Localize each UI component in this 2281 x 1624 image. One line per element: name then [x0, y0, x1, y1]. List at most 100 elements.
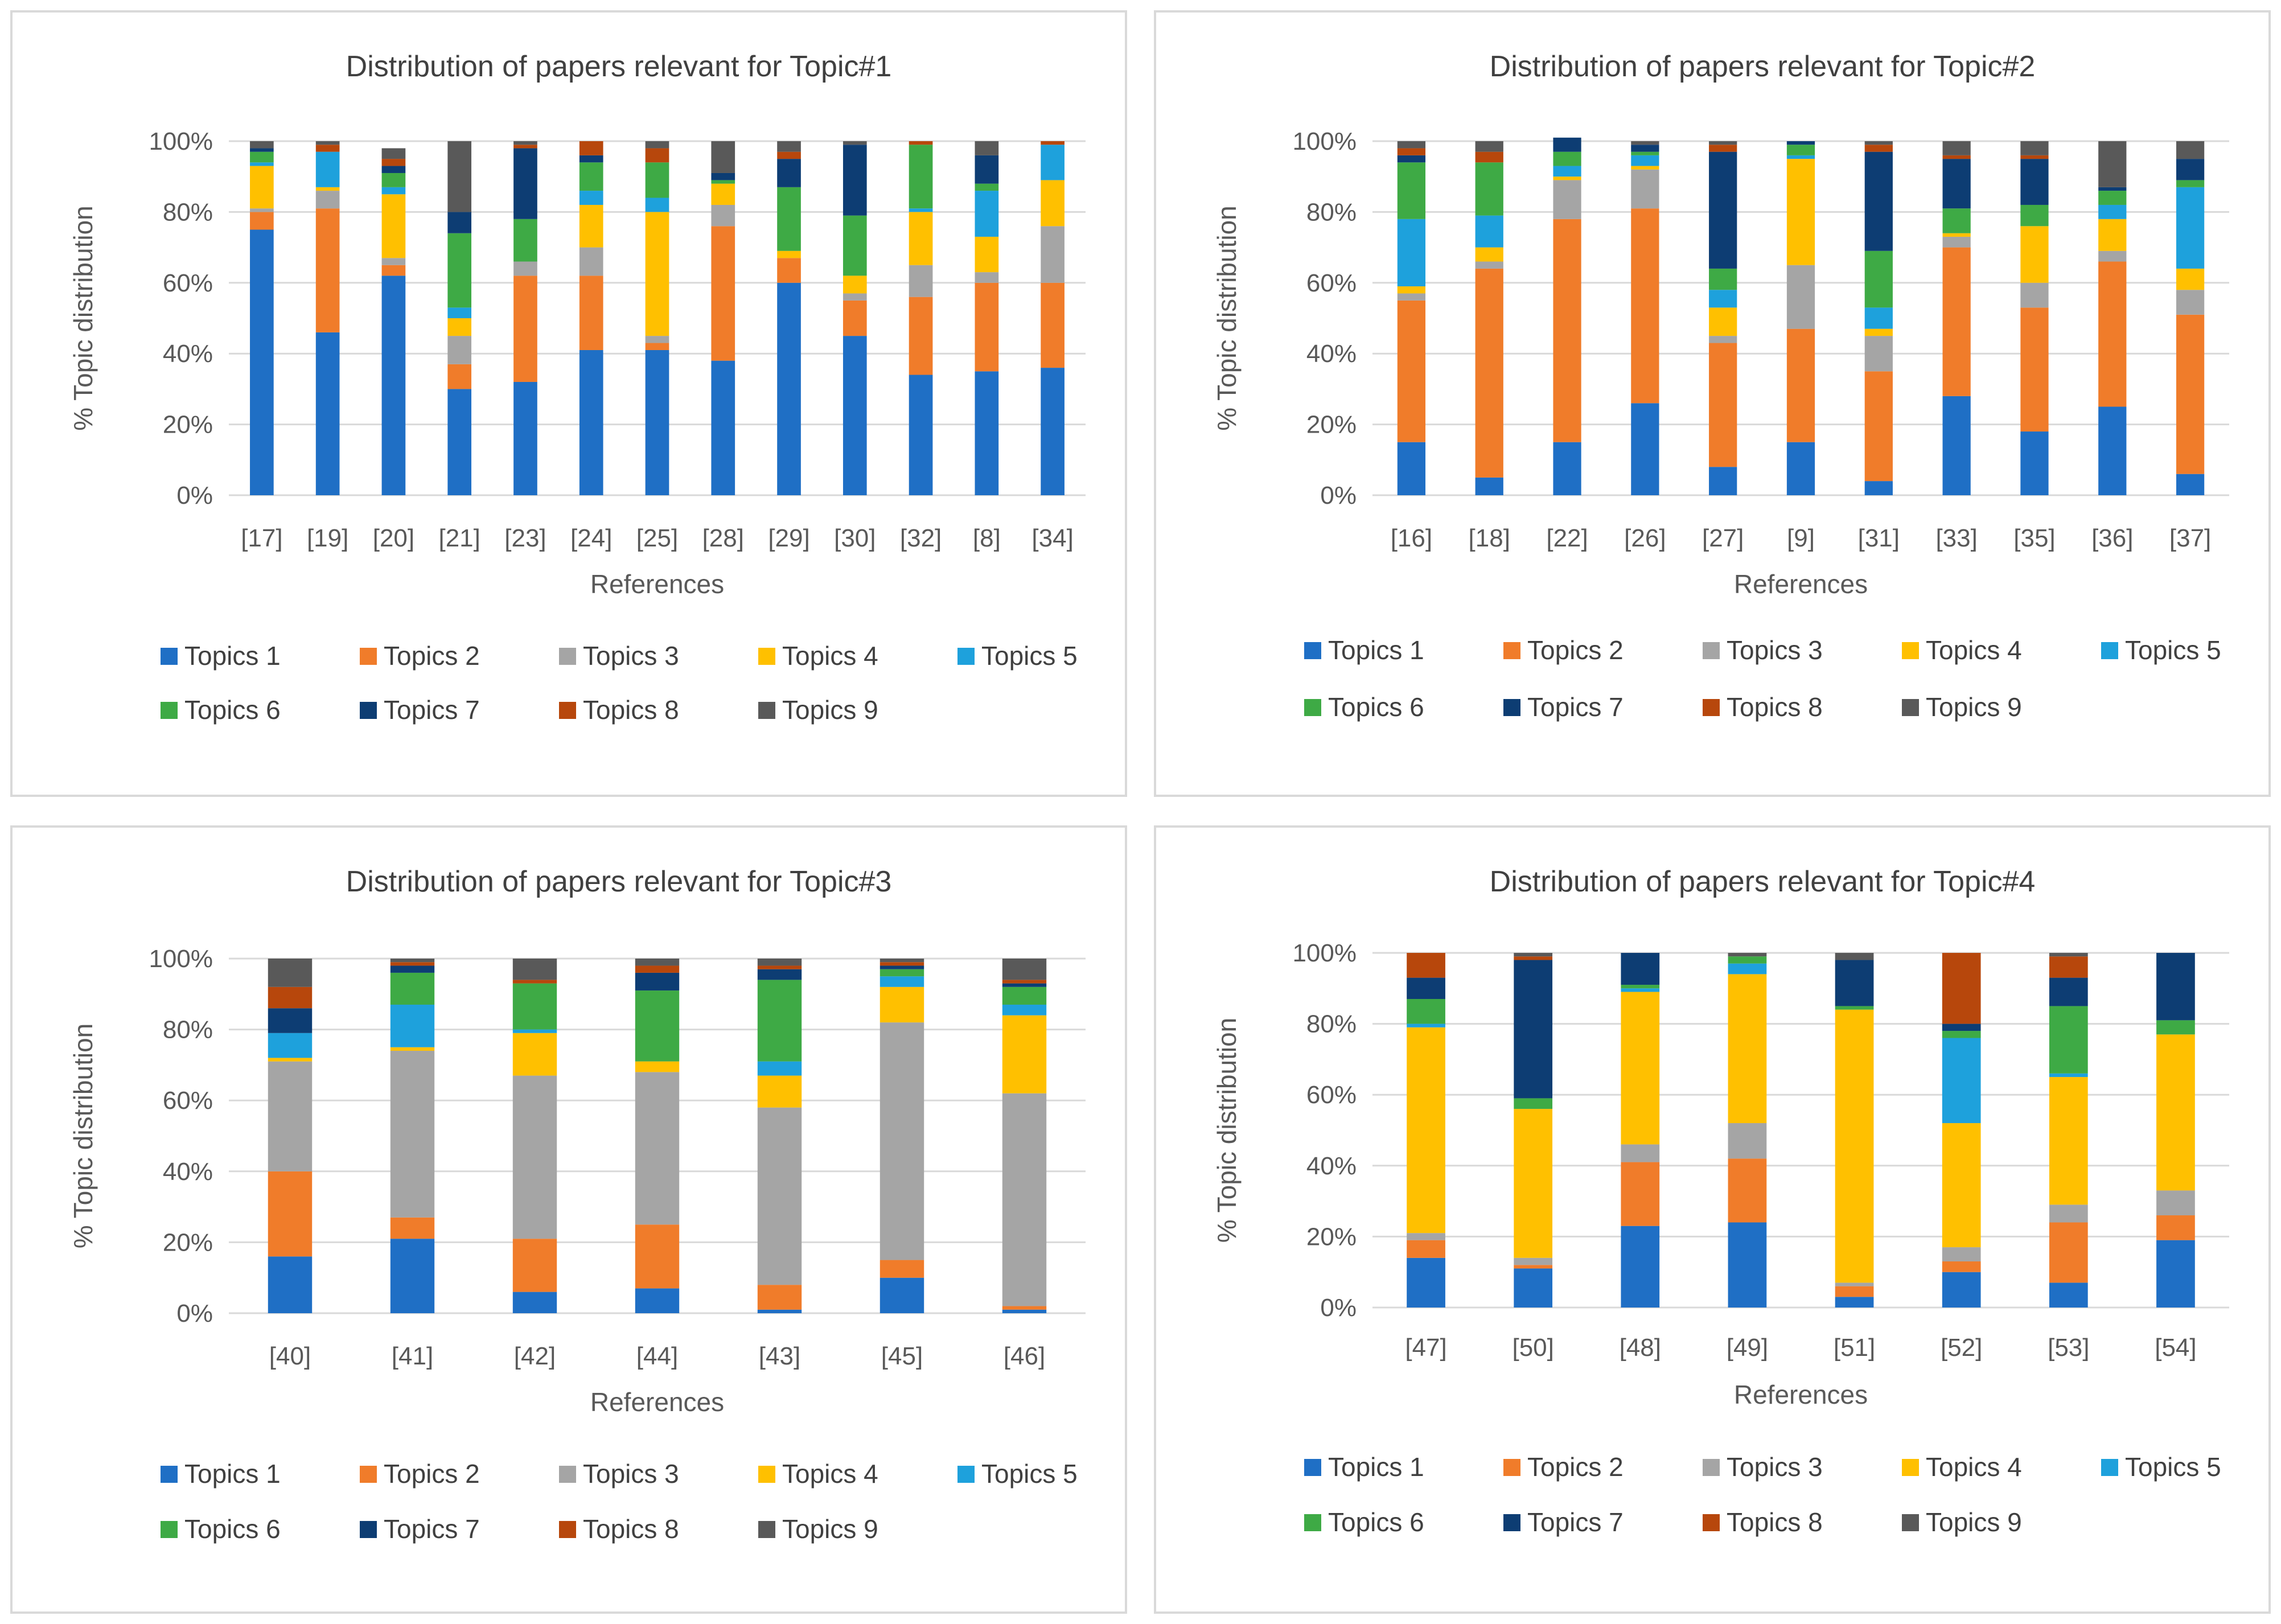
chart-title: Distribution of papers relevant for Topi… [346, 865, 892, 898]
x-tick-label: [41] [392, 1342, 433, 1370]
bar-segment-2 [1942, 1261, 1981, 1272]
bar-segment-2 [1397, 300, 1426, 442]
bar-segment-7 [1709, 151, 1737, 269]
bar-segment-8 [1002, 980, 1047, 984]
bar-segment-4 [1475, 247, 1503, 262]
bar-segment-1 [635, 1288, 680, 1313]
legend-swatch [957, 1466, 975, 1483]
bar-segment-7 [1786, 141, 1815, 145]
bar-segment-8 [1041, 141, 1065, 145]
bar-segment-1 [447, 389, 472, 495]
bar-segment-3 [1041, 226, 1065, 283]
bar-segment-6 [2020, 204, 2049, 227]
bar-segment-5 [2098, 204, 2127, 219]
bar-segment-4 [1397, 286, 1426, 294]
bar-segment-9 [1942, 141, 1971, 155]
bar-segment-5 [268, 1033, 313, 1058]
bar-segment-9 [777, 141, 801, 152]
bar-segment-5 [1553, 166, 1581, 177]
legend-label: Topics 9 [782, 1514, 878, 1544]
legend-label: Topics 4 [1926, 635, 2022, 665]
bar-segment-7 [1002, 983, 1047, 987]
bar-segment-7 [1621, 953, 1660, 985]
legend-swatch [1902, 1514, 1919, 1531]
bar-segment-2 [711, 226, 735, 361]
bar-segment-3 [1621, 1144, 1660, 1162]
bar-segment-6 [1835, 1006, 1874, 1010]
bar-segment-1 [1407, 1257, 1445, 1308]
legend-label: Topics 5 [2125, 1452, 2221, 1482]
bar-segment-3 [381, 258, 406, 265]
bar-segment-6 [645, 162, 669, 198]
legend-swatch [559, 1521, 576, 1538]
legend-swatch [161, 702, 178, 719]
legend-label: Topics 9 [782, 695, 878, 725]
bar-segment-3 [512, 1075, 557, 1239]
bar-segment-7 [513, 148, 537, 219]
bar-segment-9 [2176, 141, 2205, 159]
bar-segment-6 [513, 219, 537, 262]
bar-segment-6 [879, 969, 924, 977]
bar-segment-2 [777, 258, 801, 283]
y-tick-label: 80% [1306, 198, 1357, 226]
bar-segment-2 [879, 1260, 924, 1278]
bar-segment-7 [381, 166, 406, 173]
bar-segment-3 [2098, 250, 2127, 262]
bar-segment-7 [268, 1008, 313, 1033]
x-tick-label: [37] [2169, 524, 2211, 552]
bar-segment-1 [1728, 1222, 1767, 1308]
bar-segment-3 [1942, 1247, 1981, 1262]
bar-segment-2 [1475, 268, 1503, 478]
legend-swatch [161, 648, 178, 665]
bar-segment-1 [1786, 442, 1815, 495]
bar-segment-5 [757, 1061, 802, 1076]
y-tick-label: 60% [163, 269, 213, 297]
bar-segment-4 [1407, 1027, 1445, 1234]
legend-swatch [2101, 1459, 2118, 1476]
bar-segment-2 [2176, 314, 2205, 474]
x-tick-label: [48] [1620, 1334, 1661, 1362]
bar-segment-9 [711, 141, 735, 173]
bar-segment-2 [1621, 1162, 1660, 1226]
bar-segment-5 [250, 162, 274, 166]
bar-segment-5 [447, 307, 472, 318]
legend-label: Topics 8 [1727, 692, 1823, 722]
y-axis-label: % Topic distribution [1212, 205, 1242, 430]
x-tick-label: [29] [768, 524, 809, 552]
bar-segment-9 [447, 141, 472, 212]
bar-segment-1 [757, 1309, 802, 1313]
bar-segment-3 [2156, 1190, 2195, 1216]
bar-segment-5 [2176, 187, 2205, 269]
legend-swatch [1304, 1514, 1321, 1531]
y-tick-label: 100% [1292, 128, 1357, 155]
legend-label: Topics 9 [1926, 692, 2022, 722]
bar-segment-4 [315, 187, 340, 191]
bar-segment-3 [2049, 1204, 2088, 1223]
bar-segment-7 [777, 159, 801, 187]
bar-segment-9 [1397, 141, 1426, 149]
bar-segment-5 [512, 1029, 557, 1033]
bar-segment-8 [513, 145, 537, 149]
bar-segment-7 [2020, 159, 2049, 205]
x-tick-label: [20] [373, 524, 414, 552]
bar-segment-1 [1397, 442, 1426, 495]
bar-segment-2 [1942, 247, 1971, 396]
bar-segment-7 [1514, 960, 1553, 1099]
legend-swatch [360, 1521, 377, 1538]
bar-segment-1 [975, 371, 999, 495]
bar-segment-4 [250, 166, 274, 209]
bar-segment-8 [579, 141, 603, 155]
legend-swatch [1503, 642, 1520, 659]
chart-topic-4: Distribution of papers relevant for Topi… [1212, 865, 2229, 1537]
bar-segment-2 [381, 265, 406, 276]
chart-title: Distribution of papers relevant for Topi… [1490, 865, 2036, 898]
bar-segment-4 [711, 183, 735, 205]
bar-segment-1 [2020, 431, 2049, 495]
bar-segment-5 [1041, 145, 1065, 180]
bar-segment-3 [635, 1072, 680, 1225]
bar-segment-5 [1621, 988, 1660, 992]
bar-segment-1 [579, 350, 603, 495]
bar-segment-8 [315, 145, 340, 152]
x-tick-label: [47] [1405, 1334, 1446, 1362]
bar-segment-5 [909, 208, 933, 212]
